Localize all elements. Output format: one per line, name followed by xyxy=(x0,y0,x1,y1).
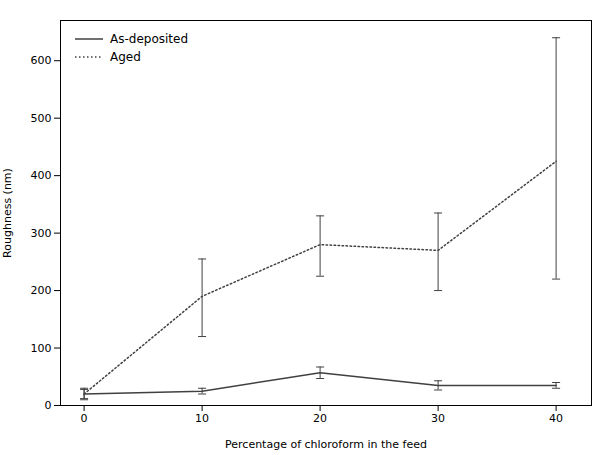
svg-text:400: 400 xyxy=(31,169,52,182)
svg-text:600: 600 xyxy=(31,54,52,67)
svg-text:30: 30 xyxy=(431,412,445,425)
svg-text:Percentage of chloroform in th: Percentage of chloroform in the feed xyxy=(225,438,427,451)
svg-text:100: 100 xyxy=(31,342,52,355)
svg-text:40: 40 xyxy=(549,412,563,425)
svg-text:10: 10 xyxy=(195,412,209,425)
svg-text:0: 0 xyxy=(45,399,52,412)
svg-text:500: 500 xyxy=(31,112,52,125)
svg-text:300: 300 xyxy=(31,227,52,240)
svg-text:Roughness (nm): Roughness (nm) xyxy=(1,168,14,258)
html-text:As-deposited: As-deposited xyxy=(110,32,188,46)
svg-text:20: 20 xyxy=(313,412,327,425)
svg-text:200: 200 xyxy=(31,284,52,297)
svg-text:0: 0 xyxy=(81,412,88,425)
html-text:Aged: Aged xyxy=(110,50,141,64)
